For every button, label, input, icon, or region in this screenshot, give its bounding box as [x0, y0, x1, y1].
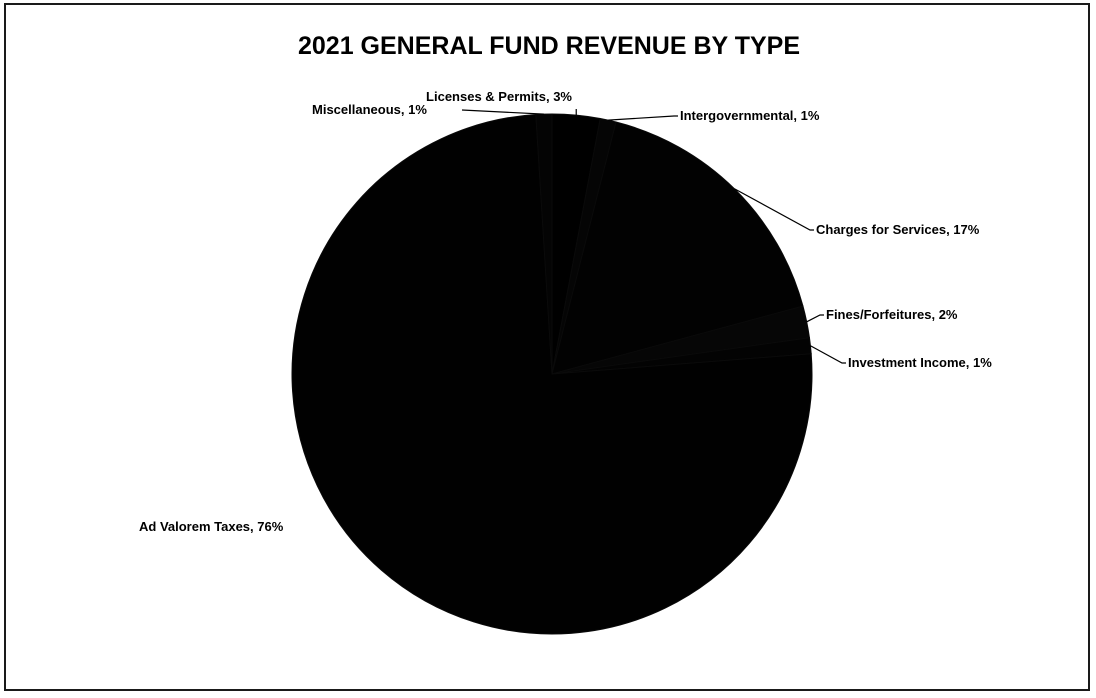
leader-line-intergovernmental	[608, 115, 678, 121]
data-label-charges-for-services: Charges for Services, 17%	[816, 222, 980, 237]
pie-slices	[291, 113, 813, 635]
pie-slice-miscellaneous	[535, 113, 553, 375]
data-label-intergovernmental: Intergovernmental, 1%	[680, 108, 820, 123]
chart-title: 2021 GENERAL FUND REVENUE BY TYPE	[298, 32, 800, 60]
chart-frame: 2021 GENERAL FUND REVENUE BY TYPE Licens…	[4, 3, 1090, 691]
leader-line-miscellaneous	[461, 109, 544, 115]
data-label-fines-forfeitures: Fines/Forfeitures, 2%	[826, 307, 958, 322]
leader-line-fines-forfeitures	[806, 314, 824, 323]
data-labels: Licenses & Permits, 3% Intergovernmental,…	[139, 89, 992, 534]
pie-chart: 2021 GENERAL FUND REVENUE BY TYPE Licens…	[139, 32, 992, 635]
leader-line-charges-for-services	[734, 188, 814, 231]
data-label-ad-valorem-taxes: Ad Valorem Taxes, 76%	[139, 519, 284, 534]
pie-slice-ad-valorem-taxes	[291, 113, 813, 635]
data-label-miscellaneous: Miscellaneous, 1%	[312, 102, 427, 117]
data-label-licenses-permits: Licenses & Permits, 3%	[426, 89, 572, 104]
leader-lines	[461, 109, 846, 364]
leader-line-investment-income	[810, 345, 846, 364]
pie-slice-charges-for-services	[551, 121, 804, 375]
data-label-investment-income: Investment Income, 1%	[848, 355, 992, 370]
